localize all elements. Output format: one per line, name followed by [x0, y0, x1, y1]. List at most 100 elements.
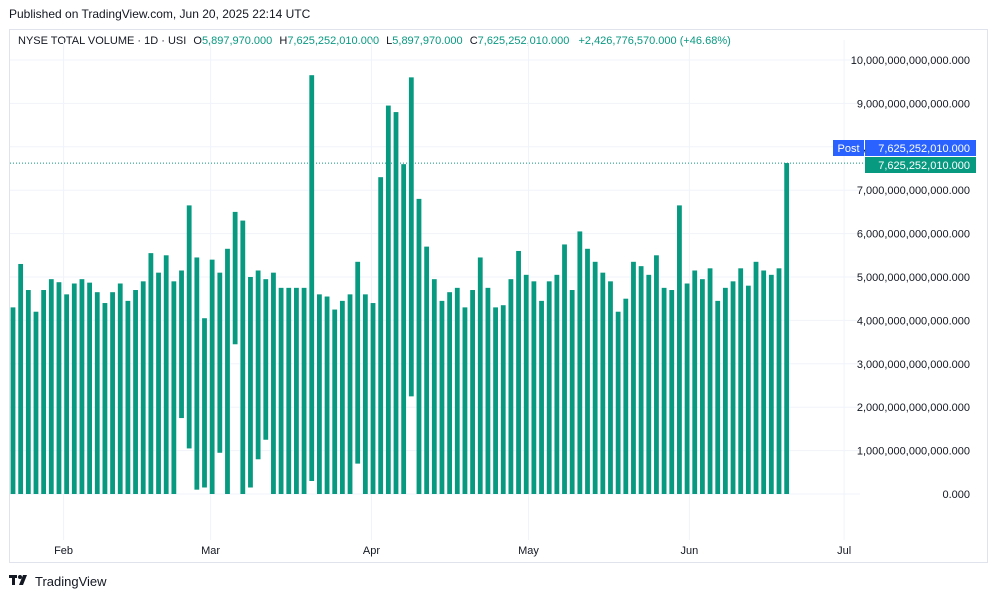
volume-bar[interactable] — [608, 281, 613, 494]
volume-bar[interactable] — [577, 231, 583, 494]
volume-bar[interactable] — [470, 290, 475, 494]
legend-symbol[interactable]: NYSE TOTAL VOLUME · 1D · USI — [18, 35, 187, 47]
volume-bar[interactable] — [278, 287, 284, 494]
volume-bar[interactable] — [339, 300, 345, 494]
volume-bar[interactable] — [738, 268, 744, 494]
volume-bar[interactable] — [94, 292, 100, 494]
volume-bar[interactable] — [485, 287, 491, 494]
volume-bar[interactable] — [271, 272, 276, 494]
volume-bar[interactable] — [623, 298, 629, 494]
volume-bar[interactable] — [286, 287, 292, 494]
volume-bar[interactable] — [355, 261, 361, 464]
volume-bar[interactable] — [454, 287, 460, 494]
volume-bar[interactable] — [209, 259, 215, 494]
volume-bar[interactable] — [585, 248, 590, 494]
volume-bar[interactable] — [477, 257, 483, 494]
volume-bar[interactable] — [48, 279, 54, 494]
volume-bar[interactable] — [447, 292, 453, 494]
volume-bar[interactable] — [217, 272, 223, 453]
volume-bar[interactable] — [401, 164, 407, 494]
volume-bar[interactable] — [554, 274, 560, 494]
volume-bar[interactable] — [370, 303, 376, 494]
volume-bar[interactable] — [248, 277, 253, 488]
volume-bar[interactable] — [41, 290, 47, 494]
volume-bar[interactable] — [125, 300, 131, 494]
volume-bar[interactable] — [661, 287, 667, 494]
volume-bar[interactable] — [301, 287, 307, 494]
volume-bar[interactable] — [768, 274, 774, 494]
volume-bar[interactable] — [638, 266, 644, 494]
volume-bar[interactable] — [102, 303, 108, 494]
volume-bar[interactable] — [615, 311, 621, 494]
volume-bar[interactable] — [700, 279, 705, 494]
volume-bar[interactable] — [393, 112, 399, 494]
volume-bar[interactable] — [133, 290, 138, 494]
volume-bar[interactable] — [745, 285, 751, 494]
volume-bar[interactable] — [163, 255, 169, 494]
volume-bar[interactable] — [56, 282, 62, 494]
volume-bar[interactable] — [10, 307, 16, 494]
volume-bar[interactable] — [761, 270, 767, 494]
volume-bar[interactable] — [646, 274, 652, 494]
volume-bar[interactable] — [156, 272, 161, 494]
volume-bar[interactable] — [431, 279, 437, 494]
volume-bar[interactable] — [516, 250, 521, 494]
volume-bar[interactable] — [385, 105, 391, 494]
volume-bar[interactable] — [654, 255, 659, 494]
volume-bar[interactable] — [424, 246, 430, 494]
footer-brand[interactable]: TradingView — [9, 573, 107, 590]
volume-bar[interactable] — [194, 257, 200, 490]
volume-bar[interactable] — [707, 268, 713, 494]
volume-bar[interactable] — [317, 294, 322, 494]
volume-bar[interactable] — [730, 281, 736, 494]
volume-bar[interactable] — [416, 198, 422, 494]
volume-bar[interactable] — [64, 294, 70, 494]
volume-bar[interactable] — [324, 296, 330, 494]
volume-bar[interactable] — [776, 268, 782, 494]
volume-bar[interactable] — [79, 279, 85, 494]
volume-bar[interactable] — [531, 281, 537, 494]
volume-bar[interactable] — [500, 305, 506, 494]
volume-bar[interactable] — [439, 300, 445, 494]
volume-bar[interactable] — [677, 205, 682, 494]
volume-bar[interactable] — [692, 270, 698, 494]
volume-bar[interactable] — [148, 253, 154, 494]
volume-bar[interactable] — [255, 270, 261, 460]
volume-bar[interactable] — [179, 270, 184, 419]
volume-bar[interactable] — [25, 290, 31, 494]
volume-bar[interactable] — [753, 261, 759, 494]
volume-bar[interactable] — [309, 75, 315, 481]
volume-bar[interactable] — [569, 290, 575, 494]
volume-bar[interactable] — [784, 163, 790, 494]
volume-bar[interactable] — [332, 309, 338, 494]
volume-bar[interactable] — [117, 283, 123, 494]
volume-bar[interactable] — [186, 205, 192, 449]
volume-bar[interactable] — [600, 272, 606, 494]
volume-bar[interactable] — [378, 177, 384, 494]
volume-bar[interactable] — [508, 279, 514, 494]
volume-bar[interactable] — [631, 261, 636, 494]
volume-bar[interactable] — [462, 307, 468, 494]
volume-bar[interactable] — [87, 282, 92, 494]
volume-bar[interactable] — [715, 300, 721, 494]
volume-bar[interactable] — [140, 281, 146, 494]
volume-bar[interactable] — [592, 261, 598, 494]
volume-bar[interactable] — [240, 220, 246, 494]
volume-bar[interactable] — [33, 311, 39, 494]
volume-bar[interactable] — [722, 287, 728, 494]
volume-bar[interactable] — [294, 287, 299, 494]
volume-bar[interactable] — [408, 77, 414, 397]
volume-bar[interactable] — [347, 294, 353, 494]
volume-bar[interactable] — [263, 279, 269, 440]
volume-bar[interactable] — [362, 294, 368, 494]
volume-bar[interactable] — [110, 292, 115, 494]
volume-bar[interactable] — [171, 281, 177, 494]
volume-bar[interactable] — [562, 244, 567, 494]
volume-bar[interactable] — [18, 263, 24, 494]
volume-bar[interactable] — [71, 283, 77, 494]
volume-bar[interactable] — [202, 318, 207, 488]
volume-bar[interactable] — [493, 307, 498, 494]
volume-bar[interactable] — [232, 211, 238, 345]
volume-bar[interactable] — [225, 248, 230, 494]
